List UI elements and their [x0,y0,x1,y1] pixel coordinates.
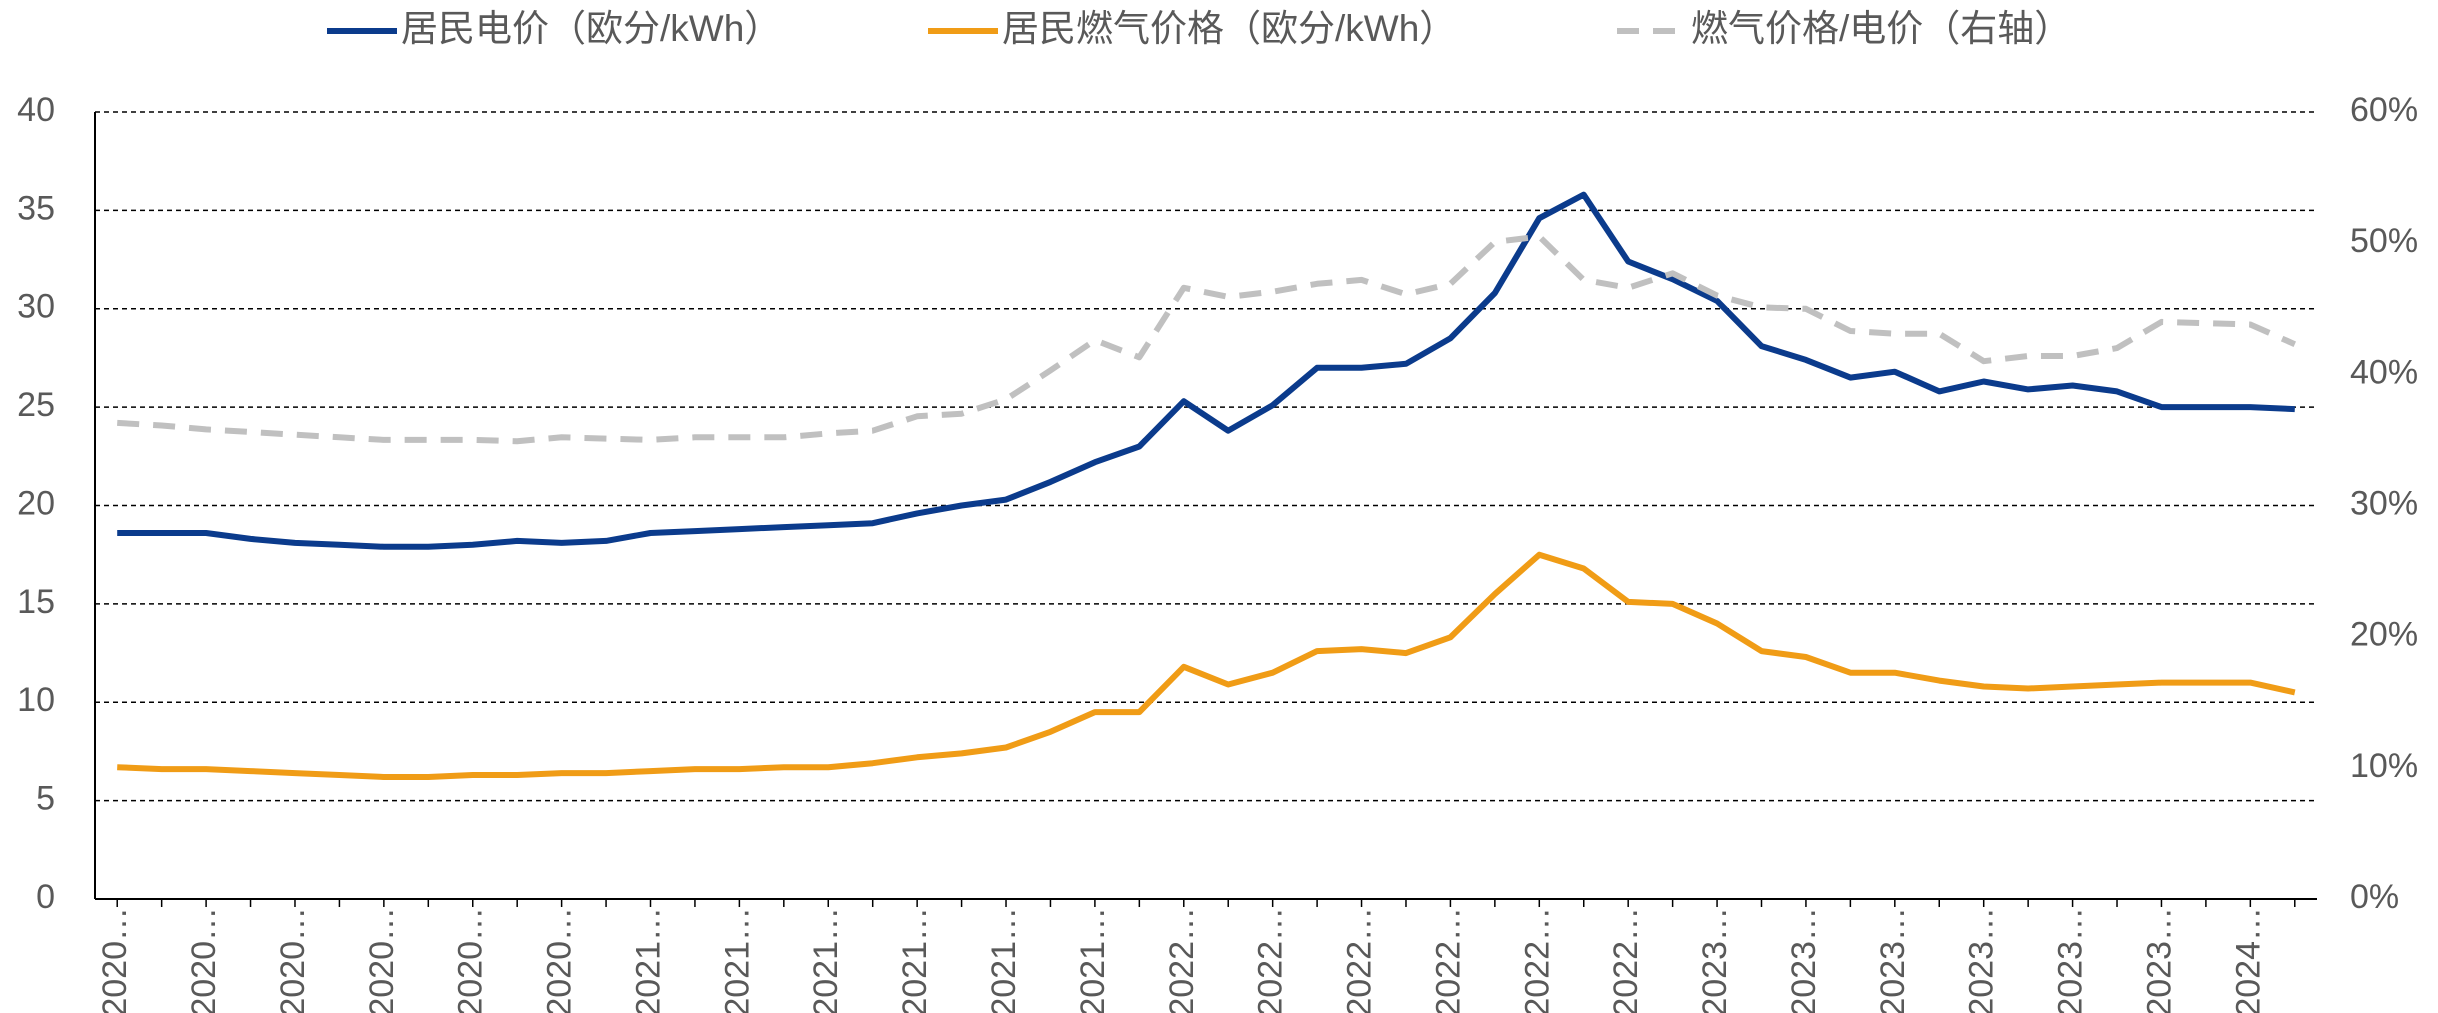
y2-tick-label: 30% [2350,484,2418,522]
series-line [117,191,2295,550]
x-tick-label: 2023… [2140,907,2178,1013]
y2-tick-label: 10% [2350,747,2418,785]
x-tick-label: 2022… [1341,907,1379,1013]
y2-tick-label: 50% [2350,222,2418,260]
x-tick-label: 2020… [452,907,490,1013]
x-tick-label: 2021… [807,907,845,1013]
y-tick-label: 15 [17,583,55,621]
y-tick-label: 5 [36,780,55,818]
legend-label: 居民电价（欧分/kWh） [401,8,781,49]
y2-tick-label: 20% [2350,616,2418,654]
x-tick-label: 2021… [985,907,1023,1013]
x-tick-label: 2024… [2229,907,2267,1013]
y-tick-label: 25 [17,386,55,424]
x-tick-label: 2022… [1252,907,1290,1013]
series-line [117,233,2297,445]
y-tick-label: 30 [17,288,55,326]
y-tick-label: 35 [17,189,55,227]
x-tick-label: 2020… [274,907,312,1013]
legend-label: 燃气价格/电价（右轴） [1691,8,2071,49]
x-tick-label: 2022… [1518,907,1556,1013]
x-tick-label: 2021… [896,907,934,1013]
x-tick-label: 2023… [1785,907,1823,1013]
x-tick-label: 2023… [1696,907,1734,1013]
x-tick-label: 2023… [1963,907,2001,1013]
x-tick-label: 2023… [2052,907,2090,1013]
series-line [117,551,2296,780]
y-tick-label: 10 [17,681,55,719]
x-tick-label: 2020… [541,907,579,1013]
x-tick-label: 2020… [363,907,401,1013]
x-tick-label: 2021… [1074,907,1112,1013]
y-tick-label: 0 [36,878,55,916]
y2-tick-label: 0% [2350,878,2399,916]
y2-tick-label: 40% [2350,353,2418,391]
y-tick-label: 20 [17,484,55,522]
x-tick-label: 2020… [96,907,134,1013]
x-tick-label: 2022… [1429,907,1467,1013]
x-tick-label: 2021… [629,907,667,1013]
x-tick-label: 2022… [1163,907,1201,1013]
x-tick-label: 2023… [1874,907,1912,1013]
x-tick-label: 2022… [1607,907,1645,1013]
x-tick-label: 2020… [185,907,223,1013]
x-tick-label: 2021… [718,907,756,1013]
y-tick-label: 40 [17,91,55,129]
legend-label: 居民燃气价格（欧分/kWh） [1002,8,1456,49]
y2-tick-label: 60% [2350,91,2418,129]
